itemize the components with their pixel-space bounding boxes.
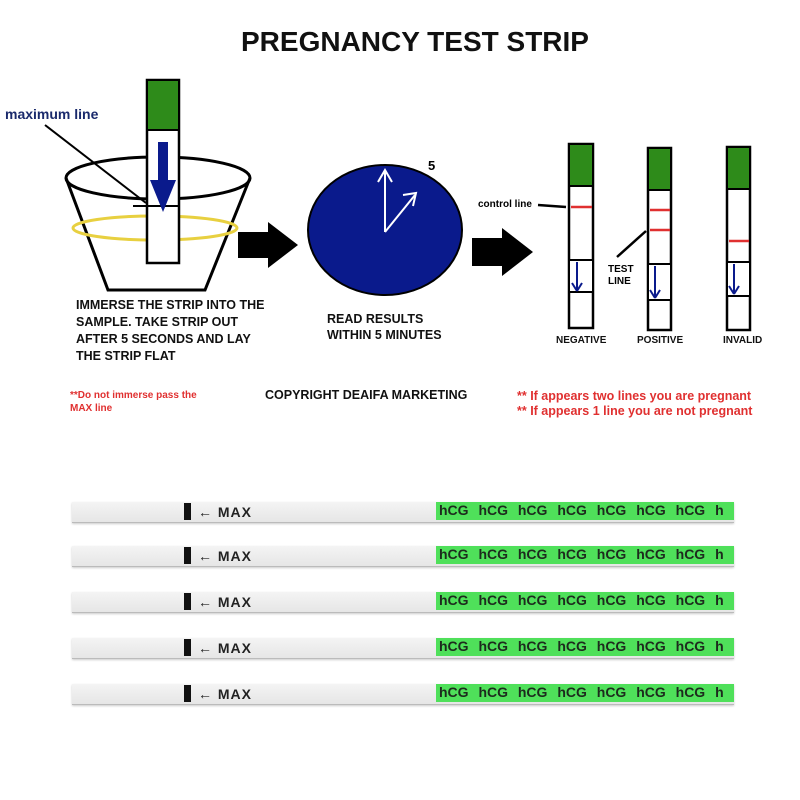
test-line-label: TEST LINE	[608, 264, 634, 287]
test-strip: ← MAX hCG hCG hCG hCG hCG hCG hCG h	[72, 592, 734, 613]
max-line-pointer	[44, 124, 147, 204]
arrow-right-icon	[472, 228, 533, 276]
max-label: ← MAX	[198, 594, 252, 610]
page-title: PREGNANCY TEST STRIP	[241, 26, 589, 57]
hcg-band: hCG hCG hCG hCG hCG hCG hCG h	[436, 684, 734, 702]
diagram-illustration	[44, 78, 752, 332]
result-label-negative: NEGATIVE	[556, 335, 607, 346]
hcg-band: hCG hCG hCG hCG hCG hCG hCG h	[436, 546, 734, 564]
max-marker	[184, 639, 191, 656]
result-label-positive: POSITIVE	[637, 335, 684, 346]
max-marker	[184, 547, 191, 564]
max-marker	[184, 593, 191, 610]
result-strip-invalid	[725, 145, 752, 332]
hcg-band: hCG hCG hCG hCG hCG hCG hCG h	[436, 638, 734, 656]
hcg-band: hCG hCG hCG hCG hCG hCG hCG h	[436, 592, 734, 610]
arrow-right-icon	[238, 222, 298, 268]
test-strip: ← MAX hCG hCG hCG hCG hCG hCG hCG h	[72, 502, 734, 523]
control-line-label: control line	[478, 199, 532, 210]
control-line-pointer	[537, 203, 567, 209]
result-strip-negative	[567, 142, 595, 330]
test-strip: ← MAX hCG hCG hCG hCG hCG hCG hCG h	[72, 684, 734, 705]
test-line-pointer	[616, 230, 647, 258]
read-results-instruction: READ RESULTS WITHIN 5 MINUTES	[327, 312, 442, 342]
copyright-text: COPYRIGHT DEAIFA MARKETING	[265, 388, 468, 402]
max-label: ← MAX	[198, 640, 252, 656]
max-marker	[184, 503, 191, 520]
hcg-band: hCG hCG hCG hCG hCG hCG hCG h	[436, 502, 734, 520]
immerse-warning: **Do not immerse pass the MAX line	[70, 390, 197, 414]
test-strip: ← MAX hCG hCG hCG hCG hCG hCG hCG h	[72, 638, 734, 659]
clock-minutes-label: 5	[428, 158, 436, 173]
result-strip-positive	[646, 146, 673, 332]
max-label: ← MAX	[198, 548, 252, 564]
result-label-invalid: INVALID	[723, 335, 763, 346]
max-label: ← MAX	[198, 504, 252, 520]
immerse-instruction: IMMERSE THE STRIP INTO THE SAMPLE. TAKE …	[76, 298, 265, 363]
dip-strip	[133, 78, 181, 265]
max-marker	[184, 685, 191, 702]
max-label: ← MAX	[198, 686, 252, 702]
note-two-lines: ** If appears two lines you are pregnant	[517, 389, 752, 403]
test-strip: ← MAX hCG hCG hCG hCG hCG hCG hCG h	[72, 546, 734, 567]
note-one-line: ** If appears 1 line you are not pregnan…	[517, 404, 753, 418]
timer-clock-icon	[307, 164, 463, 296]
maximum-line-label: maximum line	[5, 106, 99, 122]
